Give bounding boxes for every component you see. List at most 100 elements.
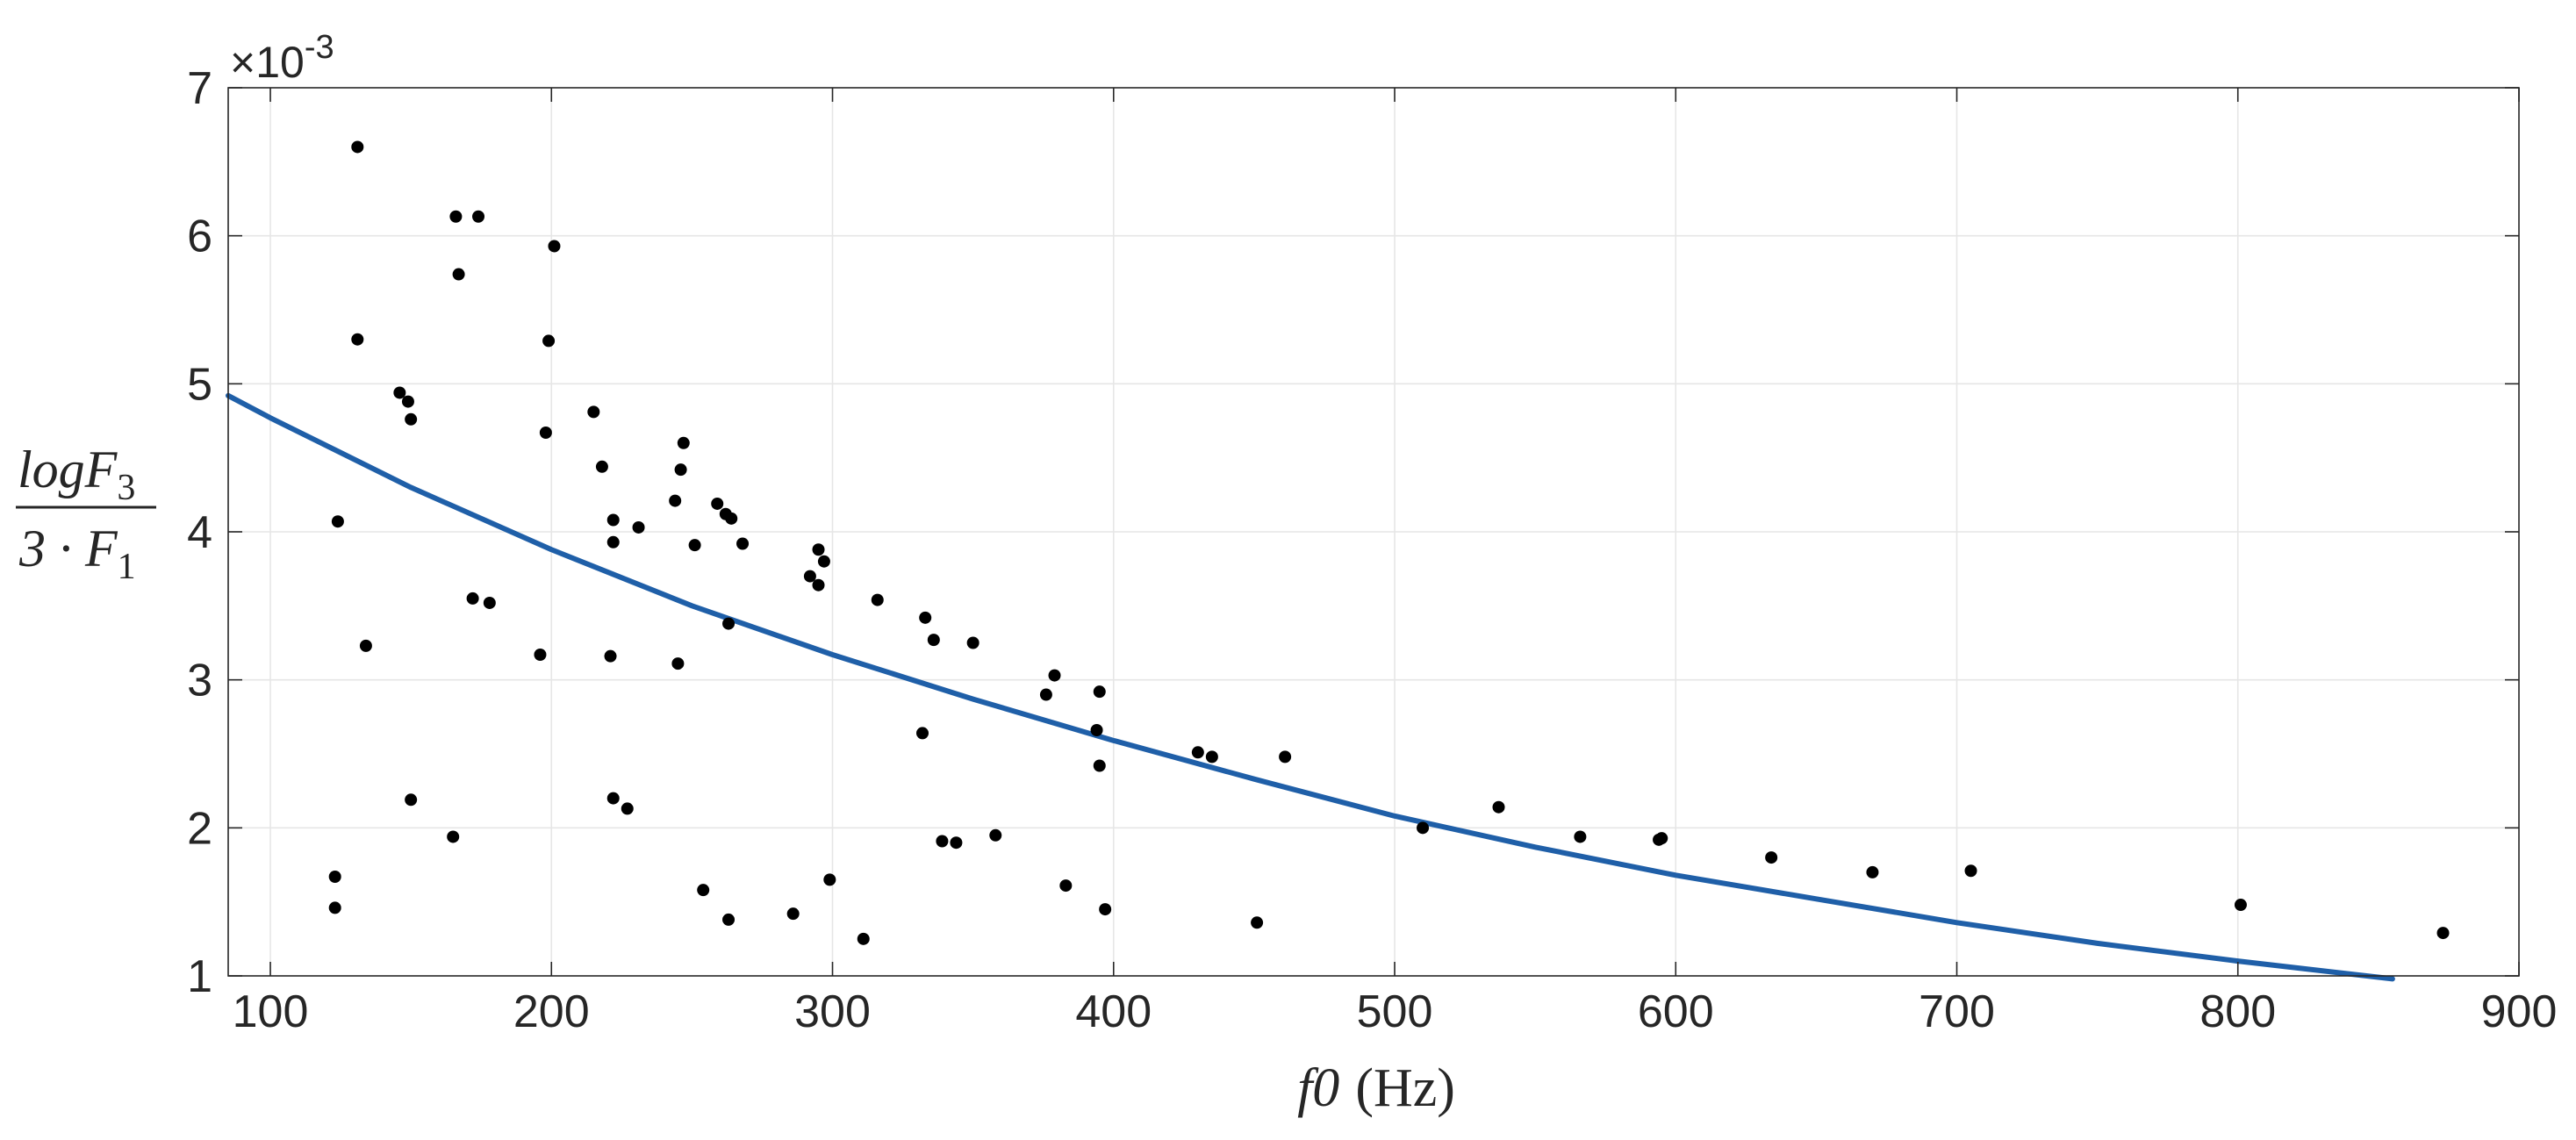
scatter-point (989, 828, 1002, 842)
y-tick-label: 5 (187, 359, 212, 410)
fit-curve (226, 392, 2395, 982)
y-axis-label-denominator: 3 · F1 (18, 520, 136, 587)
scatter-point (936, 835, 949, 848)
scatter-point (927, 634, 940, 647)
x-tick-label: 200 (513, 986, 590, 1037)
scatter-point (1279, 750, 1292, 764)
scatter-point (1655, 832, 1668, 845)
scatter-point (688, 539, 701, 552)
scatter-point (405, 412, 418, 426)
x-tick-label: 800 (2199, 986, 2276, 1037)
x-tick-label: 100 (233, 986, 309, 1037)
scatter-point (328, 870, 341, 883)
y-tick-label: 3 (187, 656, 212, 706)
scatter-point (950, 836, 963, 850)
scatter-point (1093, 685, 1106, 699)
scatter-point (534, 648, 547, 661)
scatter-point (606, 535, 620, 548)
y-tick-label: 6 (187, 212, 212, 262)
y-tick-label: 1 (187, 951, 212, 1002)
fit-layer (226, 392, 2395, 982)
scatter-point (812, 578, 825, 592)
scatter-point (1039, 688, 1052, 701)
scatter-point (916, 727, 929, 740)
x-axis-label-variable: f0 (1297, 1058, 1339, 1118)
scatter-point (2436, 927, 2450, 940)
x-tick-label: 600 (1638, 986, 1714, 1037)
scatter-point (722, 617, 735, 630)
scatter-point (786, 907, 800, 921)
scatter-point (604, 649, 617, 663)
y-label-numerator-subscript: 3 (117, 468, 135, 508)
scatter-point (393, 386, 406, 399)
scatter-point (449, 210, 463, 223)
scatter-point (405, 793, 418, 807)
y-axis-label-numerator: logF3 (18, 441, 135, 508)
x-tick-labels: 100 200 300 400 500 600 700 800 900 (233, 986, 2558, 1037)
scatter-point (472, 210, 485, 223)
scatter-point (674, 463, 687, 477)
scatter-point (919, 611, 932, 624)
scatter-point (669, 494, 682, 507)
y-tick-labels: 1 2 3 4 5 6 7 (187, 63, 212, 1002)
scatter-point (466, 592, 479, 605)
scatter-point (1765, 851, 1778, 864)
x-axis-label: f0 (Hz) (1297, 1058, 1455, 1118)
x-tick-label: 500 (1357, 986, 1433, 1037)
scatter-point (483, 596, 496, 609)
y-tick-label: 2 (187, 803, 212, 854)
scatter-point (1099, 903, 1112, 916)
scatter-point (966, 636, 979, 649)
scatter-point (1417, 821, 1430, 835)
scatter-point (803, 570, 816, 583)
scatter-point (548, 240, 561, 253)
scatter-point (1866, 865, 1879, 878)
scatter-point (452, 268, 465, 281)
scatter-point (677, 436, 690, 449)
scatter-point (671, 657, 685, 670)
scatter-point (725, 512, 738, 525)
y-exponent-power: -3 (305, 29, 334, 66)
scatter-point (1964, 864, 1977, 878)
x-tick-label: 700 (1919, 986, 1995, 1037)
scatter-point (328, 901, 341, 914)
y-label-numerator-text: logF (18, 441, 118, 498)
tick-marks (228, 87, 2520, 977)
scatter-point (817, 555, 830, 568)
scatter-point (606, 513, 620, 527)
gridlines (228, 88, 2519, 976)
scatter-point (606, 792, 620, 805)
scatter-point (1191, 746, 1204, 759)
x-tick-label: 300 (794, 986, 871, 1037)
scatter-point (539, 426, 552, 439)
scatter-point (1048, 669, 1061, 682)
y-axis-label: logF3 3 · F1 (16, 441, 156, 587)
y-tick-label: 7 (187, 63, 212, 114)
scatter-point (812, 543, 825, 556)
scatter-point (722, 913, 735, 926)
scatter-point (1090, 724, 1103, 737)
scatter-point (447, 830, 460, 843)
scatter-point (621, 802, 634, 815)
scatter-point (2234, 899, 2247, 912)
scatter-point (736, 537, 750, 550)
scatter-point (587, 405, 600, 419)
x-tick-label: 400 (1075, 986, 1152, 1037)
scatter-point (632, 520, 645, 534)
scatter-point (1059, 879, 1073, 893)
scatter-point (351, 140, 364, 154)
scatter-point (857, 932, 870, 945)
scatter-point (401, 395, 414, 408)
scatter-points (328, 140, 2450, 945)
scatter-point (1492, 800, 1505, 814)
y-label-denominator-subscript: 1 (118, 547, 136, 587)
scatter-point (331, 515, 344, 528)
x-tick-label: 900 (2481, 986, 2558, 1037)
y-tick-label: 4 (187, 507, 212, 558)
scatter-point (711, 497, 724, 510)
scatter-point (1093, 759, 1106, 772)
y-exponent-prefix: ×10 (230, 38, 305, 87)
scatter-point (351, 333, 364, 346)
scatter-point (595, 460, 608, 473)
